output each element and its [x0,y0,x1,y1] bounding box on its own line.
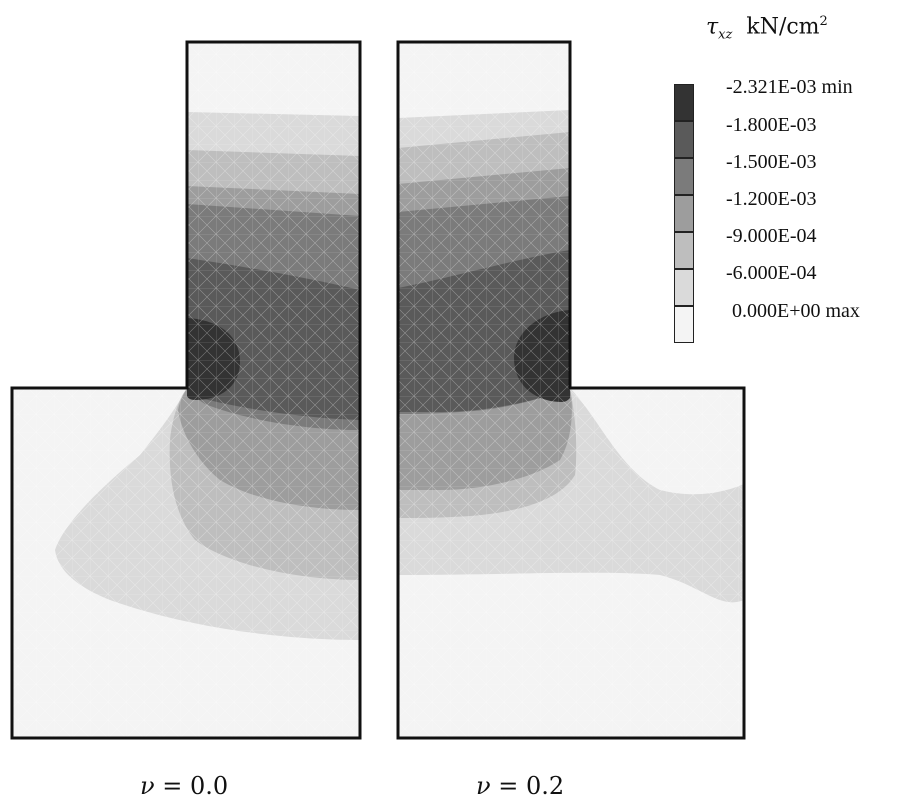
legend-title-subscript: xz [718,27,733,43]
legend-swatch [674,84,694,121]
caption-left-symbol: ν [140,772,155,800]
legend-swatch [674,195,694,232]
caption-right-value: = 0.2 [498,772,565,800]
caption-left-value: = 0.0 [162,772,229,800]
legend-title-symbol: τ [706,14,719,40]
legend-label: -2.321E-03 min [726,76,853,98]
panel-nu-0-0 [12,42,360,738]
legend-label: -6.000E-04 [726,262,817,284]
mesh-overlay-left [12,42,360,738]
legend-swatch [674,269,694,306]
caption-left: ν = 0.0 [140,772,228,800]
panel-nu-0-2 [398,42,744,738]
legend-swatch [674,306,694,343]
legend-label: -1.800E-03 [726,114,817,136]
outline-right [396,40,746,740]
legend-title-unit-exponent: 2 [819,14,828,29]
legend-label: -1.500E-03 [726,151,817,173]
caption-right-symbol: ν [476,772,491,800]
legend-title: τxz kN/cm2 [706,14,828,43]
legend-label: -1.200E-03 [726,188,817,210]
legend-swatch [674,158,694,195]
legend-title-unit: kN/cm [746,14,820,40]
legend-label: 0.000E+00 max [732,300,860,322]
legend-label: -9.000E-04 [726,225,817,247]
caption-right: ν = 0.2 [476,772,564,800]
outline-left [10,40,362,740]
legend-swatch [674,232,694,269]
legend-swatch [674,121,694,158]
